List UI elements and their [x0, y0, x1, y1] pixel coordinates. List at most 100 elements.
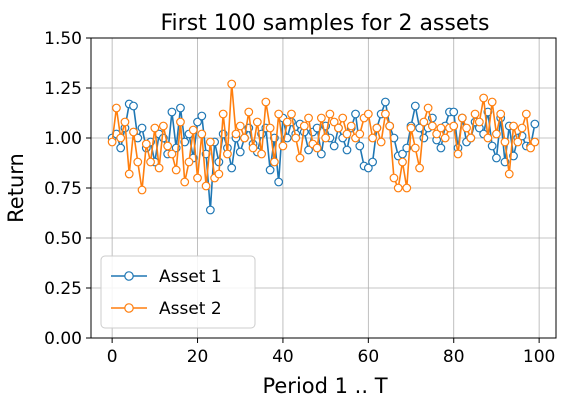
legend-marker	[124, 271, 134, 281]
data-point	[112, 103, 121, 113]
data-point	[188, 125, 198, 135]
data-point	[223, 149, 232, 159]
data-point	[526, 143, 535, 153]
data-point	[244, 107, 254, 117]
legend-label: Asset 1	[159, 267, 222, 287]
data-point	[180, 177, 190, 187]
data-point	[415, 163, 424, 173]
data-point	[410, 101, 420, 111]
y-tick-label: 1.25	[44, 79, 82, 99]
data-point	[530, 137, 540, 147]
data-point	[176, 103, 185, 113]
data-point	[440, 133, 450, 143]
data-point	[201, 181, 211, 191]
data-point	[163, 141, 173, 151]
data-point	[402, 143, 412, 153]
data-point	[193, 117, 202, 127]
data-point	[158, 121, 168, 131]
data-point	[487, 97, 497, 107]
data-point	[287, 109, 296, 119]
y-tick-label: 1.00	[44, 129, 82, 149]
data-point	[483, 133, 493, 143]
data-point	[329, 141, 339, 151]
data-point	[312, 143, 322, 153]
data-point	[393, 183, 403, 193]
data-point	[363, 109, 373, 119]
data-point	[197, 111, 207, 121]
data-point	[137, 123, 147, 133]
data-point	[342, 129, 352, 139]
data-point	[381, 97, 390, 107]
data-point	[321, 133, 331, 143]
data-point	[218, 109, 228, 119]
data-point	[487, 141, 497, 151]
series-2	[107, 79, 540, 195]
data-point	[419, 117, 429, 127]
data-point	[265, 165, 275, 175]
data-point	[120, 117, 130, 127]
data-point	[274, 177, 284, 187]
data-point	[248, 143, 258, 153]
y-tick-label: 1.50	[44, 29, 82, 49]
y-tick-label: 0.75	[44, 179, 82, 199]
data-point	[385, 121, 395, 131]
data-point	[436, 123, 446, 133]
y-tick-label: 0.25	[44, 279, 82, 299]
data-point	[355, 129, 365, 139]
data-point	[116, 143, 126, 153]
data-point	[419, 133, 429, 143]
legend: Asset 1 Asset 2	[100, 255, 256, 329]
data-point	[492, 153, 501, 163]
data-point	[381, 109, 390, 119]
data-point	[363, 163, 373, 173]
data-point	[240, 133, 249, 143]
data-point	[436, 143, 446, 153]
data-point	[521, 109, 531, 119]
data-point	[252, 117, 262, 127]
data-point	[231, 129, 241, 139]
data-point	[214, 169, 224, 179]
data-point	[274, 109, 284, 119]
data-point	[235, 147, 245, 157]
data-point	[257, 149, 266, 159]
legend-item: Asset 1	[111, 267, 222, 287]
data-point	[205, 205, 215, 215]
data-point	[150, 123, 160, 133]
x-tick-label: 0	[107, 347, 118, 367]
data-point	[133, 157, 143, 167]
data-point	[205, 137, 215, 147]
data-point	[137, 185, 147, 195]
data-point	[227, 163, 237, 173]
data-point	[368, 157, 378, 167]
data-point	[269, 157, 279, 167]
data-point	[376, 137, 386, 147]
legend-label: Asset 2	[159, 299, 222, 319]
data-point	[372, 123, 382, 133]
data-point	[517, 123, 527, 133]
data-point	[466, 133, 476, 143]
data-point	[474, 117, 484, 127]
data-point	[129, 101, 138, 111]
data-point	[299, 121, 309, 131]
data-point	[107, 137, 117, 147]
data-point	[304, 145, 313, 155]
series-layer	[107, 79, 540, 215]
data-point	[295, 153, 305, 163]
y-tick-label: 0.50	[44, 229, 82, 249]
data-point	[530, 119, 540, 129]
data-point	[406, 123, 416, 133]
data-point	[141, 139, 151, 149]
data-point	[116, 133, 126, 143]
tick-layer: 0 20 40 60 80 100 0.00 0.25 0.50 0.75 1.00 1.25 1.50	[44, 29, 555, 367]
data-point	[146, 157, 155, 167]
data-point	[325, 109, 335, 119]
data-point	[129, 127, 138, 137]
data-point	[402, 183, 412, 193]
data-point	[423, 103, 433, 113]
data-point	[154, 163, 164, 173]
data-point	[368, 133, 378, 143]
data-point	[180, 137, 190, 147]
data-point	[316, 113, 326, 123]
data-point	[398, 157, 407, 167]
